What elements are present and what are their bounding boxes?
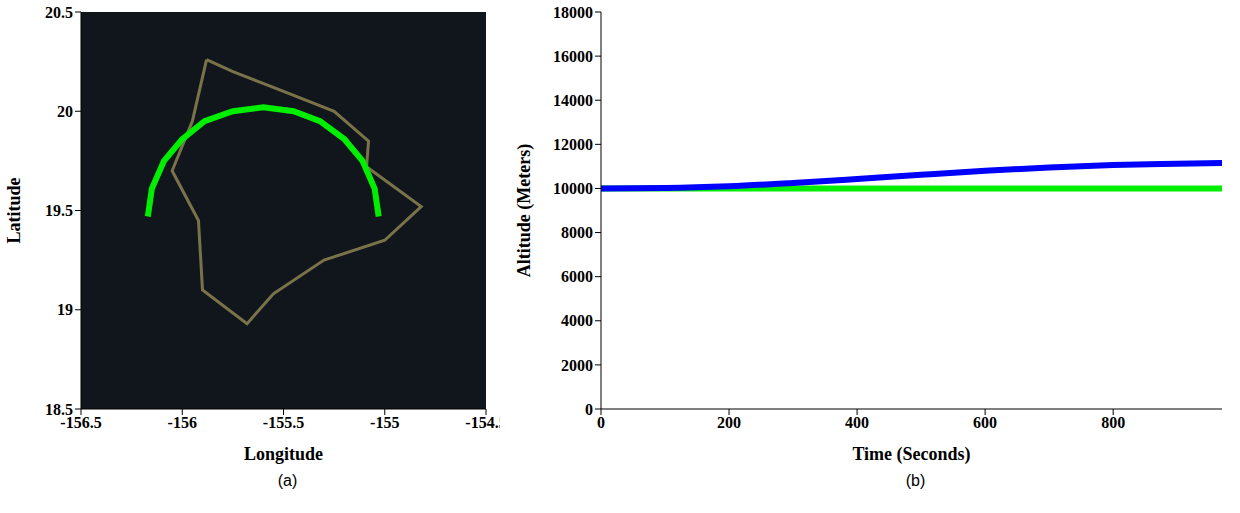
svg-text:0: 0 [585,401,593,418]
svg-text:Time (Seconds): Time (Seconds) [852,444,970,465]
svg-text:20.5: 20.5 [45,4,73,21]
svg-text:Longitude: Longitude [244,444,323,464]
svg-text:6000: 6000 [561,268,593,285]
html-text:(b): (b) [905,472,926,489]
html-text:(a): (a) [277,472,298,489]
svg-text:8000: 8000 [561,224,593,241]
svg-text:-155: -155 [370,414,399,431]
svg-text:Latitude: Latitude [4,177,24,243]
svg-text:-154.5: -154.5 [465,414,500,431]
svg-text:800: 800 [1101,414,1125,431]
svg-text:Altitude (Meters): Altitude (Meters) [514,144,535,277]
svg-text:19: 19 [57,301,73,318]
svg-text:4000: 4000 [561,312,593,329]
svg-text:19.5: 19.5 [45,202,73,219]
svg-text:18000: 18000 [553,4,593,21]
svg-text:0: 0 [597,414,605,431]
svg-text:-156: -156 [168,414,197,431]
svg-text:-156.5: -156.5 [60,414,102,432]
svg-text:200: 200 [717,414,741,431]
svg-text:-155.5: -155.5 [263,414,304,431]
svg-text:400: 400 [845,414,869,431]
svg-text:18.5: 18.5 [45,401,73,418]
svg-text:14000: 14000 [553,92,593,109]
svg-text:20: 20 [57,103,73,120]
svg-text:600: 600 [973,414,997,431]
svg-text:10000: 10000 [553,180,593,197]
svg-text:16000: 16000 [553,48,593,65]
svg-text:12000: 12000 [553,136,593,153]
svg-text:2000: 2000 [561,357,593,374]
